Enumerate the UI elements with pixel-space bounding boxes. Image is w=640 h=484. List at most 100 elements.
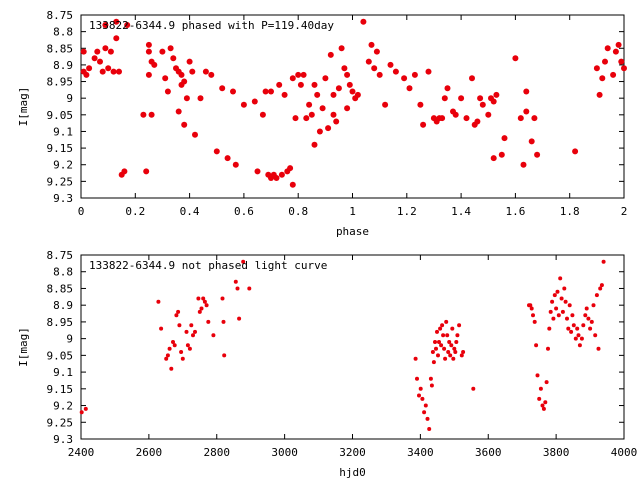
data-point xyxy=(346,81,353,88)
data-point xyxy=(534,343,539,348)
data-point xyxy=(443,356,448,361)
data-point xyxy=(463,115,470,122)
data-point xyxy=(437,340,441,344)
y-tick-label: 9.25 xyxy=(47,175,74,188)
data-point xyxy=(413,356,418,361)
tick-marks xyxy=(80,14,625,199)
data-point xyxy=(440,323,445,328)
data-point xyxy=(172,343,177,348)
data-point xyxy=(430,350,435,354)
data-point xyxy=(593,65,600,72)
data-point xyxy=(427,427,432,431)
data-point xyxy=(124,22,131,28)
data-point xyxy=(552,293,557,298)
data-point xyxy=(333,118,340,125)
y-tick-label: 8.85 xyxy=(47,282,74,295)
data-point xyxy=(445,333,450,338)
data-point xyxy=(558,276,563,281)
data-point xyxy=(447,340,452,344)
data-point xyxy=(289,75,296,82)
data-point xyxy=(517,115,524,122)
data-point xyxy=(563,299,568,304)
data-point xyxy=(455,333,460,338)
data-point xyxy=(170,55,177,62)
data-point xyxy=(490,98,497,105)
data-point xyxy=(411,71,418,78)
data-point xyxy=(204,303,209,308)
data-point xyxy=(448,353,453,358)
data-point xyxy=(446,350,451,354)
data-point xyxy=(417,101,424,108)
y-tick-labels: 8.75 8.8 8.85 8.9 8.95 9 9.05 9.1 9.15 9.2 9.25 9.3 xyxy=(47,9,74,205)
data-point xyxy=(164,356,169,361)
x-tick-label: 3600 xyxy=(475,446,502,459)
data-point xyxy=(199,306,204,311)
data-point xyxy=(178,71,185,78)
phased-light-curve-panel: 8.75 8.8 8.85 8.9 8.95 9 9.05 9.1 9.15 9.2 9.25 9.3… xyxy=(17,9,627,238)
data-point xyxy=(560,309,565,314)
x-tick-label: 0 xyxy=(78,205,85,218)
data-point xyxy=(567,303,572,308)
y-tick-label: 9.1 xyxy=(53,125,73,138)
data-point xyxy=(554,306,559,311)
x-tick-label: 1.6 xyxy=(505,205,525,218)
y-tick-label: 9.2 xyxy=(53,400,73,413)
data-points xyxy=(80,18,627,188)
data-point xyxy=(565,316,569,321)
data-point xyxy=(544,380,549,385)
data-point xyxy=(596,91,603,98)
y-tick-label: 8.8 xyxy=(53,26,73,39)
data-point xyxy=(341,65,348,72)
data-point xyxy=(534,151,541,158)
data-point xyxy=(151,61,158,68)
data-point xyxy=(541,406,546,411)
data-point xyxy=(569,329,574,334)
data-point xyxy=(222,353,227,358)
data-point xyxy=(532,319,537,324)
data-point xyxy=(485,111,492,118)
data-point xyxy=(461,350,466,354)
y-tick-label: 9.2 xyxy=(53,159,73,172)
data-point xyxy=(344,71,351,78)
data-point xyxy=(235,286,240,291)
data-point xyxy=(559,296,564,301)
data-point xyxy=(573,336,578,341)
data-point xyxy=(230,88,236,95)
data-point xyxy=(451,356,456,361)
y-tick-label: 8.95 xyxy=(47,316,74,329)
data-point xyxy=(535,373,540,378)
data-point xyxy=(110,68,117,75)
data-point xyxy=(598,286,603,291)
data-point xyxy=(415,376,419,381)
data-point xyxy=(185,343,190,348)
data-point xyxy=(365,58,372,65)
data-point xyxy=(540,403,545,408)
y-tick-label: 8.85 xyxy=(47,42,74,55)
data-point xyxy=(474,118,481,125)
data-point xyxy=(371,65,378,72)
data-point xyxy=(220,296,225,301)
data-point xyxy=(471,386,476,391)
data-point xyxy=(577,343,582,348)
x-tick-labels: 0 0.2 0.4 0.6 0.8 1 1.2 1.4 1.6 1.8 2 xyxy=(78,205,628,218)
data-point xyxy=(99,68,106,75)
y-tick-label: 9 xyxy=(66,92,73,105)
data-point xyxy=(546,346,550,351)
data-point xyxy=(303,115,310,122)
data-point xyxy=(175,108,182,115)
data-point xyxy=(330,111,337,118)
y-axis-label: I[mag] xyxy=(17,327,30,367)
y-tick-labels: 8.75 8.8 8.85 8.9 8.95 9 9.05 9.1 9.15 9.2 9.25 9.3 xyxy=(47,249,74,446)
data-point xyxy=(601,259,606,264)
data-point xyxy=(417,393,421,398)
x-tick-label: 4000 xyxy=(611,446,638,459)
x-tick-label: 3200 xyxy=(339,446,366,459)
data-point xyxy=(181,121,188,128)
data-point xyxy=(528,303,533,308)
x-tick-label: 2 xyxy=(621,205,628,218)
data-point xyxy=(169,366,174,371)
data-point xyxy=(292,115,299,122)
data-point xyxy=(156,299,161,304)
data-point xyxy=(589,319,594,324)
data-point xyxy=(458,95,465,102)
